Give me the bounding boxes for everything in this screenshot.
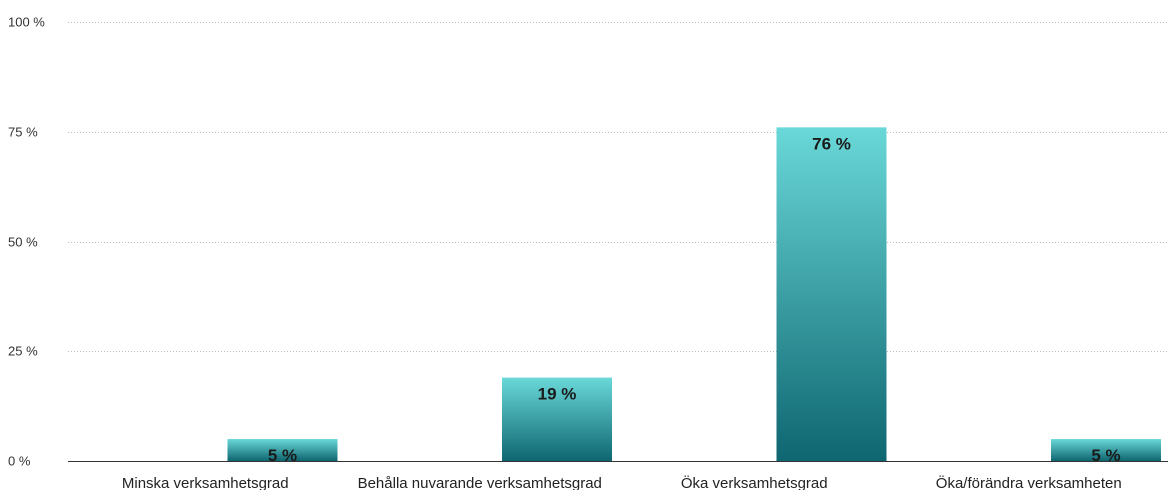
data-label: 5 % bbox=[268, 446, 297, 465]
bar bbox=[1051, 439, 1161, 461]
y-tick-label: 100 % bbox=[8, 15, 45, 30]
y-tick-label: 50 % bbox=[8, 235, 38, 250]
gridlines bbox=[68, 22, 1168, 352]
data-label: 19 % bbox=[538, 385, 577, 404]
category-label: Minska verksamhetsgrad bbox=[122, 475, 289, 490]
y-tick-label: 25 % bbox=[8, 344, 38, 359]
bars bbox=[227, 127, 1161, 462]
y-tick-label: 75 % bbox=[8, 125, 38, 140]
bar bbox=[776, 127, 887, 462]
y-axis-ticks: 0 % 25 % 50 % 75 % 100 % bbox=[8, 15, 45, 469]
category-label: Öka/förändra verksamheten bbox=[936, 474, 1122, 490]
data-label: 5 % bbox=[1091, 446, 1120, 465]
y-tick-label: 0 % bbox=[8, 454, 31, 469]
bar bbox=[502, 377, 612, 461]
category-label: Behålla nuvarande verksamhetsgrad bbox=[358, 475, 602, 490]
bar bbox=[227, 439, 338, 461]
category-label: Öka verksamhetsgrad bbox=[681, 474, 828, 490]
category-labels: Minska verksamhetsgrad Behålla nuvarande … bbox=[122, 474, 1122, 490]
data-labels: 5 % 19 % 76 % 5 % bbox=[268, 134, 1121, 465]
data-label: 76 % bbox=[812, 134, 851, 153]
